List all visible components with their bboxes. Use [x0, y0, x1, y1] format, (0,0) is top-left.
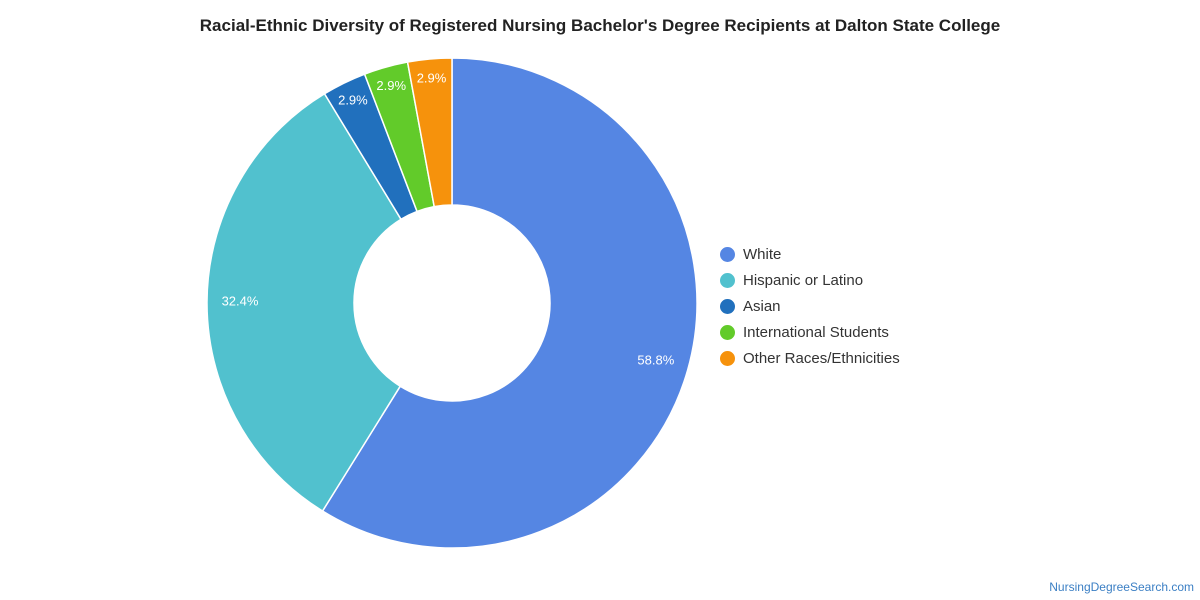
legend-item-white[interactable]: White: [720, 241, 900, 267]
legend-swatch: [720, 324, 735, 340]
legend-label: White: [743, 245, 782, 263]
legend-item-other-races-ethnicities[interactable]: Other Races/Ethnicities: [720, 345, 900, 371]
legend-label: International Students: [743, 323, 889, 341]
legend-swatch: [720, 298, 735, 314]
chart-legend: White Hispanic or Latino Asian Internationa…: [720, 241, 900, 371]
slice-label-white: 58.8%: [637, 353, 674, 368]
slice-other-races-ethnicities[interactable]: [406, 57, 453, 208]
slice-label-asian: 2.9%: [338, 92, 368, 107]
legend-swatch: [720, 350, 735, 366]
chart-title: Racial-Ethnic Diversity of Registered Nu…: [199, 16, 1001, 35]
slice-label-other-races-ethnicities: 2.9%: [417, 70, 447, 85]
legend-label: Asian: [743, 297, 781, 315]
slice-label-international-students: 2.9%: [376, 78, 406, 93]
legend-swatch: [720, 272, 735, 288]
legend-label: Hispanic or Latino: [743, 271, 864, 289]
legend-swatch: [720, 246, 735, 262]
legend-label: Other Races/Ethnicities: [743, 349, 900, 367]
source-credit[interactable]: NursingDegreeSearch.com: [1049, 580, 1194, 594]
legend-item-international-students[interactable]: International Students: [720, 319, 900, 345]
slice-hispanic-or-latino[interactable]: [206, 92, 403, 513]
slice-label-hispanic-or-latino: 32.4%: [222, 293, 259, 308]
slice-white[interactable]: [321, 57, 698, 549]
legend-item-hispanic-or-latino[interactable]: Hispanic or Latino: [720, 267, 900, 293]
legend-item-asian[interactable]: Asian: [720, 293, 900, 319]
